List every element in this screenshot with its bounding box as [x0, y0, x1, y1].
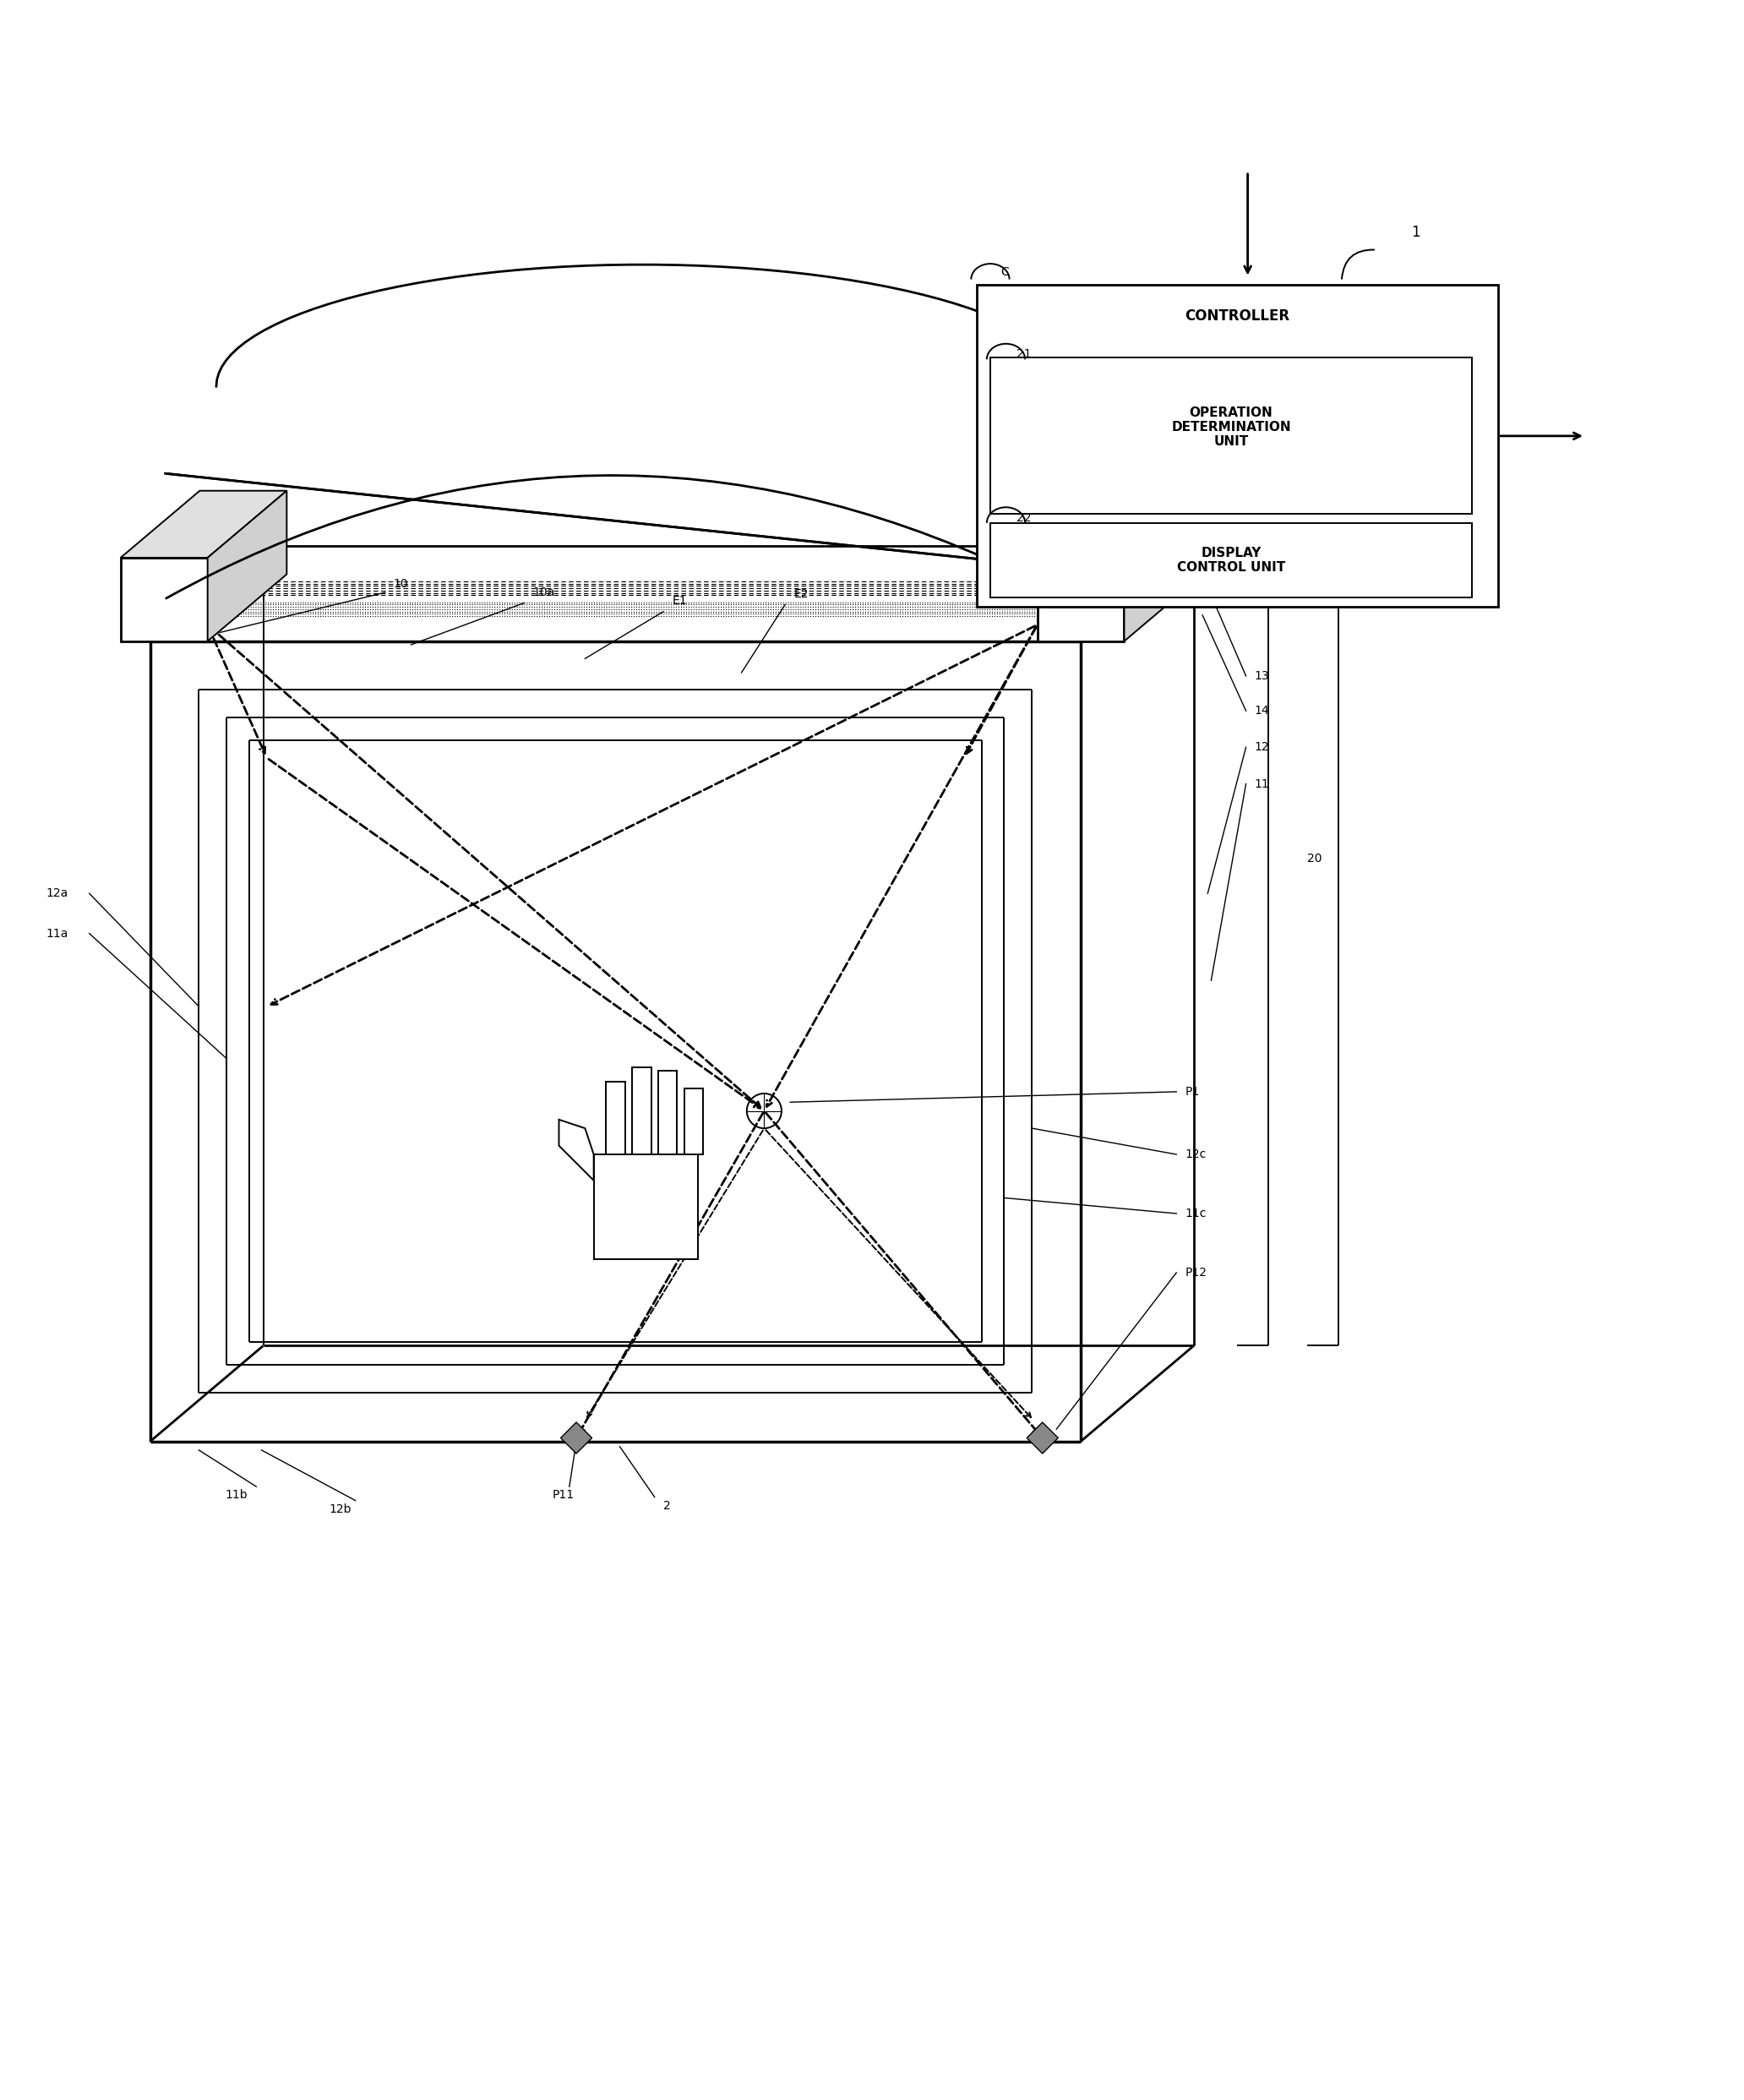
Text: 11: 11 — [1254, 777, 1270, 790]
Text: 2: 2 — [663, 1499, 671, 1512]
Polygon shape — [560, 1422, 591, 1453]
Text: 13: 13 — [1254, 670, 1270, 682]
Text: C: C — [1001, 267, 1010, 279]
Text: 1: 1 — [1411, 225, 1420, 239]
Bar — [605, 1082, 624, 1155]
Polygon shape — [120, 491, 286, 559]
Text: CONTROLLER: CONTROLLER — [1184, 309, 1291, 323]
Text: 11b: 11b — [225, 1489, 248, 1502]
Text: P12: P12 — [1186, 1266, 1207, 1279]
Text: 12: 12 — [1254, 741, 1270, 754]
Text: 21: 21 — [1017, 349, 1031, 359]
Polygon shape — [1038, 491, 1203, 559]
Text: 20: 20 — [1306, 853, 1322, 865]
Polygon shape — [208, 491, 286, 640]
Text: 14: 14 — [1254, 706, 1270, 716]
Polygon shape — [1125, 491, 1203, 640]
Text: 12a: 12a — [45, 888, 68, 899]
Text: 22: 22 — [1017, 512, 1031, 523]
Text: 11c: 11c — [1186, 1208, 1207, 1220]
Text: 10: 10 — [394, 578, 408, 590]
Text: 10a: 10a — [534, 586, 555, 598]
Text: DISPLAY
CONTROL UNIT: DISPLAY CONTROL UNIT — [1177, 546, 1285, 573]
Polygon shape — [593, 1155, 698, 1258]
Polygon shape — [558, 1119, 593, 1180]
Text: P11: P11 — [551, 1489, 574, 1502]
Bar — [1038, 559, 1125, 640]
Bar — [991, 357, 1472, 514]
Bar — [657, 1071, 677, 1155]
Bar — [977, 286, 1498, 607]
Text: E1: E1 — [671, 594, 687, 607]
Bar — [684, 1088, 703, 1155]
Bar — [991, 523, 1472, 598]
Bar — [120, 559, 208, 640]
Polygon shape — [1027, 1422, 1059, 1453]
Text: E2: E2 — [794, 588, 809, 601]
Text: P1: P1 — [1186, 1086, 1200, 1098]
Bar — [631, 1067, 651, 1155]
Text: 11a: 11a — [45, 928, 68, 939]
Text: 12b: 12b — [330, 1504, 352, 1516]
Text: OPERATION
DETERMINATION
UNIT: OPERATION DETERMINATION UNIT — [1172, 405, 1291, 447]
Text: 12c: 12c — [1186, 1149, 1207, 1161]
